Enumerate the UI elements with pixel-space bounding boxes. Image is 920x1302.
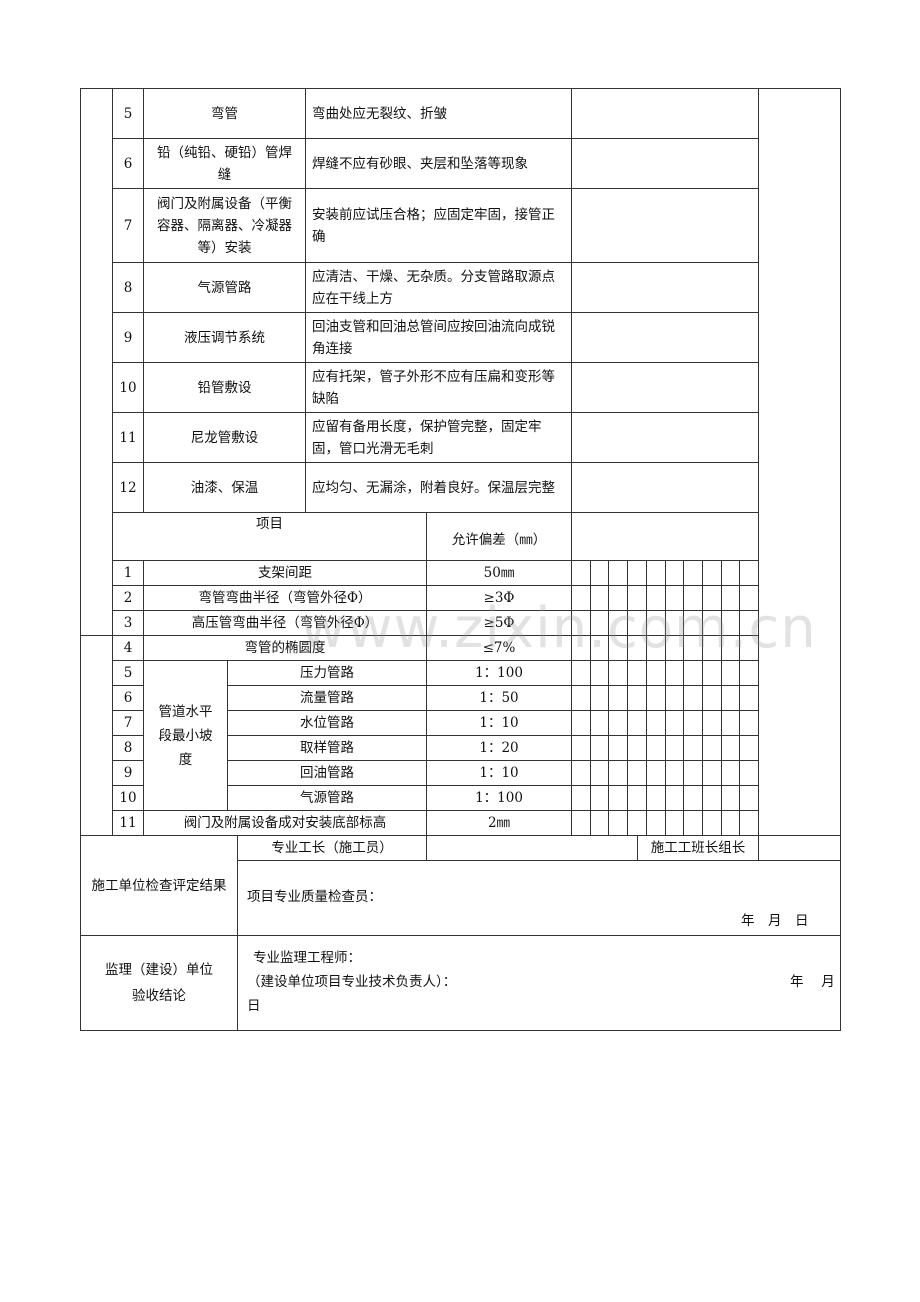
result-field[interactable] bbox=[571, 138, 759, 189]
row-number: 8 bbox=[112, 262, 144, 313]
row-number: 2 bbox=[112, 585, 144, 611]
tolerance-value: ≤7% bbox=[426, 635, 572, 661]
tolerance-value: 1：10 bbox=[426, 760, 572, 786]
team-leader-label: 施工工班长组长 bbox=[637, 835, 759, 861]
item-name: 弯管的椭圆度 bbox=[143, 635, 427, 661]
measurement-grid-line bbox=[627, 560, 629, 836]
item-name: 弯管弯曲半径（弯管外径Φ） bbox=[143, 585, 427, 611]
row-number: 4 bbox=[112, 635, 144, 661]
item-name: 弯管 bbox=[143, 88, 306, 139]
tolerance-value: 2㎜ bbox=[426, 810, 572, 836]
measurement-grid-line bbox=[701, 560, 703, 836]
row-number: 6 bbox=[112, 138, 144, 189]
tolerance-value: 1：20 bbox=[426, 735, 572, 761]
engineer-label: 专业监理工程师： bbox=[253, 950, 361, 966]
left-margin-column-top bbox=[80, 88, 113, 636]
item-name: 阀门及附属设备（平衡容器、隔离器、冷凝器等）安装 bbox=[143, 188, 306, 263]
requirement: 应清洁、干燥、无杂质。分支管路取源点应在干线上方 bbox=[305, 262, 572, 313]
team-leader-signature-field[interactable] bbox=[758, 835, 841, 861]
row-number: 7 bbox=[112, 188, 144, 263]
row-number: 11 bbox=[112, 412, 144, 463]
deviation-header-item: 项目 bbox=[112, 512, 427, 561]
measurement-grid-line bbox=[664, 560, 666, 836]
item-name: 支架间距 bbox=[143, 560, 427, 586]
item-name: 尼龙管敷设 bbox=[143, 412, 306, 463]
item-name: 气源管路 bbox=[143, 262, 306, 313]
measurement-grid-line bbox=[739, 560, 741, 836]
result-field[interactable] bbox=[571, 262, 759, 313]
item-name: 流量管路 bbox=[227, 685, 427, 711]
item-name: 铅（纯铅、硬铅）管焊缝 bbox=[143, 138, 306, 189]
row-number: 3 bbox=[112, 610, 144, 636]
item-name: 油漆、保温 bbox=[143, 462, 306, 513]
supervision-date: 年 月 bbox=[790, 974, 835, 990]
deviation-header-tolerance: 允许偏差（㎜） bbox=[426, 512, 572, 561]
measurement-grid-line bbox=[589, 560, 591, 836]
tolerance-value: 50㎜ bbox=[426, 560, 572, 586]
measurement-grid-line bbox=[608, 560, 610, 836]
item-name: 压力管路 bbox=[227, 660, 427, 686]
tolerance-value: 1：100 bbox=[426, 660, 572, 686]
measurement-grid-line bbox=[720, 560, 722, 836]
requirement: 应均匀、无漏涂，附着良好。保温层完整 bbox=[305, 462, 572, 513]
construction-label: 施工单位检查评定结果 bbox=[80, 835, 238, 936]
owner-label: （建设单位项目专业技术负责人）： bbox=[247, 974, 457, 990]
item-name: 取样管路 bbox=[227, 735, 427, 761]
supervision-label: 监理（建设）单位 验收结论 bbox=[80, 935, 238, 1031]
foreman-label: 专业工长（施工员） bbox=[237, 835, 427, 861]
supervision-label-line2: 验收结论 bbox=[132, 988, 186, 1004]
foreman-signature-field[interactable] bbox=[426, 835, 638, 861]
requirement: 安装前应试压合格；应固定牢固，接管正确 bbox=[305, 188, 572, 263]
tolerance-value: 1：50 bbox=[426, 685, 572, 711]
row-number: 9 bbox=[112, 312, 144, 363]
supervision-date-day: 日 bbox=[247, 998, 261, 1014]
item-name: 气源管路 bbox=[227, 785, 427, 811]
tolerance-value: ≥3Φ bbox=[426, 585, 572, 611]
item-name: 液压调节系统 bbox=[143, 312, 306, 363]
supervision-cell[interactable] bbox=[237, 935, 841, 1031]
requirement: 焊缝不应有砂眼、夹层和坠落等现象 bbox=[305, 138, 572, 189]
row-number: 9 bbox=[112, 760, 144, 786]
right-column bbox=[758, 88, 841, 836]
result-field[interactable] bbox=[571, 88, 759, 139]
row-number: 6 bbox=[112, 685, 144, 711]
left-margin-column-bottom bbox=[80, 635, 113, 836]
tolerance-value: 1：10 bbox=[426, 710, 572, 736]
tolerance-value: 1：100 bbox=[426, 785, 572, 811]
supervision-label-line1: 监理（建设）单位 bbox=[105, 962, 213, 978]
row-number: 5 bbox=[112, 660, 144, 686]
result-field[interactable] bbox=[571, 412, 759, 463]
requirement: 弯曲处应无裂纹、折皱 bbox=[305, 88, 572, 139]
row-number: 10 bbox=[112, 362, 144, 413]
requirement: 应留有备用长度，保护管完整，固定牢固，管口光滑无毛刺 bbox=[305, 412, 572, 463]
result-field[interactable] bbox=[571, 188, 759, 263]
row-number: 11 bbox=[112, 810, 144, 836]
slope-group-label: 管道水平段最小坡度 bbox=[143, 660, 228, 811]
measurement-grid-line bbox=[683, 560, 685, 836]
row-number: 7 bbox=[112, 710, 144, 736]
item-name: 铅管敷设 bbox=[143, 362, 306, 413]
item-name: 回油管路 bbox=[227, 760, 427, 786]
requirement: 回油支管和回油总管间应按回油流向成锐角连接 bbox=[305, 312, 572, 363]
measured-header bbox=[571, 512, 759, 561]
item-name: 水位管路 bbox=[227, 710, 427, 736]
result-field[interactable] bbox=[571, 462, 759, 513]
row-number: 5 bbox=[112, 88, 144, 139]
inspector-label: 项目专业质量检查员： bbox=[247, 889, 382, 905]
row-number: 8 bbox=[112, 735, 144, 761]
construction-date: 年 月 日 bbox=[741, 913, 809, 929]
measurement-grid-line bbox=[645, 560, 647, 836]
item-name: 阀门及附属设备成对安装底部标高 bbox=[143, 810, 427, 836]
requirement: 应有托架，管子外形不应有压扁和变形等缺陷 bbox=[305, 362, 572, 413]
row-number: 1 bbox=[112, 560, 144, 586]
result-field[interactable] bbox=[571, 312, 759, 363]
result-field[interactable] bbox=[571, 362, 759, 413]
item-name: 高压管弯曲半径（弯管外径Φ） bbox=[143, 610, 427, 636]
row-number: 12 bbox=[112, 462, 144, 513]
tolerance-value: ≥5Φ bbox=[426, 610, 572, 636]
row-number: 10 bbox=[112, 785, 144, 811]
